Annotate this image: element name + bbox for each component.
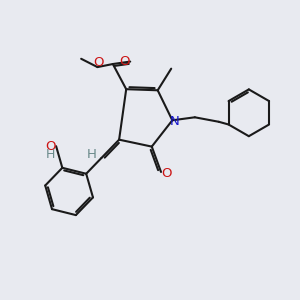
Text: H: H <box>46 148 56 161</box>
Text: O: O <box>120 55 130 68</box>
Text: N: N <box>169 115 179 128</box>
Text: O: O <box>94 56 104 69</box>
Text: O: O <box>46 140 56 153</box>
Text: H: H <box>87 148 97 161</box>
Text: O: O <box>161 167 172 180</box>
